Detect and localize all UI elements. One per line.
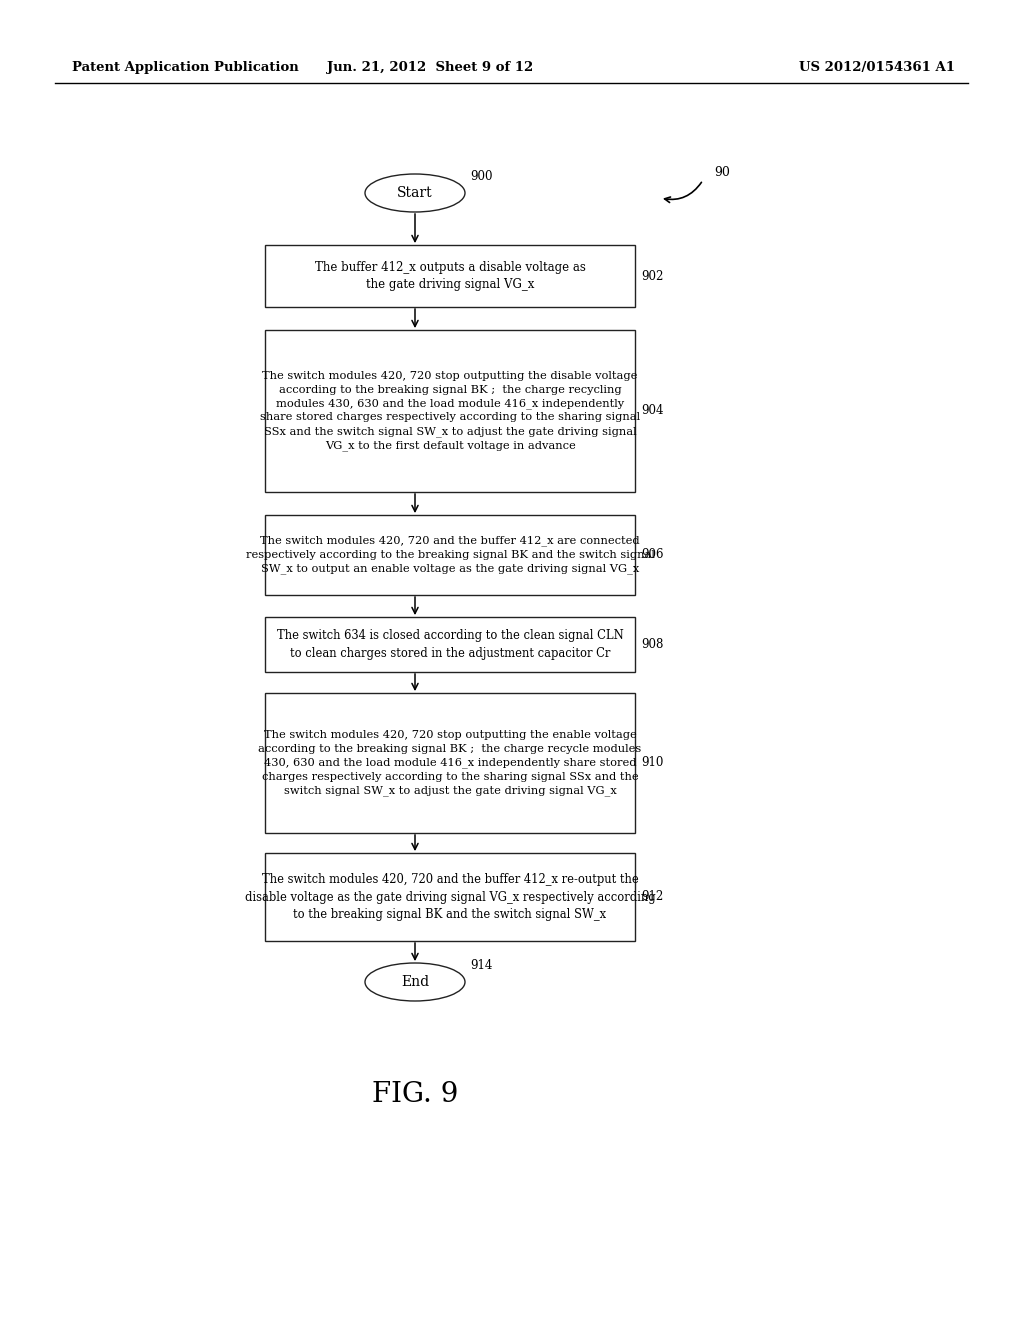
Text: 900: 900 [470,170,493,183]
Text: The switch modules 420, 720 and the buffer 412_x are connected
respectively acco: The switch modules 420, 720 and the buff… [246,536,654,574]
Text: 904: 904 [641,404,664,417]
Text: Start: Start [397,186,433,201]
Text: Jun. 21, 2012  Sheet 9 of 12: Jun. 21, 2012 Sheet 9 of 12 [327,61,534,74]
Text: 914: 914 [470,960,493,972]
Text: The switch 634 is closed according to the clean signal CLN
to clean charges stor: The switch 634 is closed according to th… [276,630,624,660]
FancyBboxPatch shape [265,853,635,941]
Text: 912: 912 [641,891,664,903]
FancyBboxPatch shape [265,616,635,672]
Text: The switch modules 420, 720 and the buffer 412_x re-output the
disable voltage a: The switch modules 420, 720 and the buff… [245,873,655,921]
FancyBboxPatch shape [265,693,635,833]
Text: 910: 910 [641,756,664,770]
Text: FIG. 9: FIG. 9 [372,1081,458,1109]
FancyBboxPatch shape [265,330,635,492]
Text: 908: 908 [641,638,664,651]
Text: 902: 902 [641,269,664,282]
Ellipse shape [365,964,465,1001]
Text: The switch modules 420, 720 stop outputting the disable voltage
according to the: The switch modules 420, 720 stop outputt… [260,371,640,451]
Text: The switch modules 420, 720 stop outputting the enable voltage
according to the : The switch modules 420, 720 stop outputt… [258,730,642,796]
Text: US 2012/0154361 A1: US 2012/0154361 A1 [799,61,955,74]
FancyBboxPatch shape [265,515,635,595]
FancyBboxPatch shape [265,246,635,308]
Text: The buffer 412_x outputs a disable voltage as
the gate driving signal VG_x: The buffer 412_x outputs a disable volta… [314,261,586,292]
Text: 90: 90 [714,165,730,178]
Text: End: End [401,975,429,989]
Ellipse shape [365,174,465,213]
Text: 906: 906 [641,549,664,561]
Text: Patent Application Publication: Patent Application Publication [72,61,299,74]
